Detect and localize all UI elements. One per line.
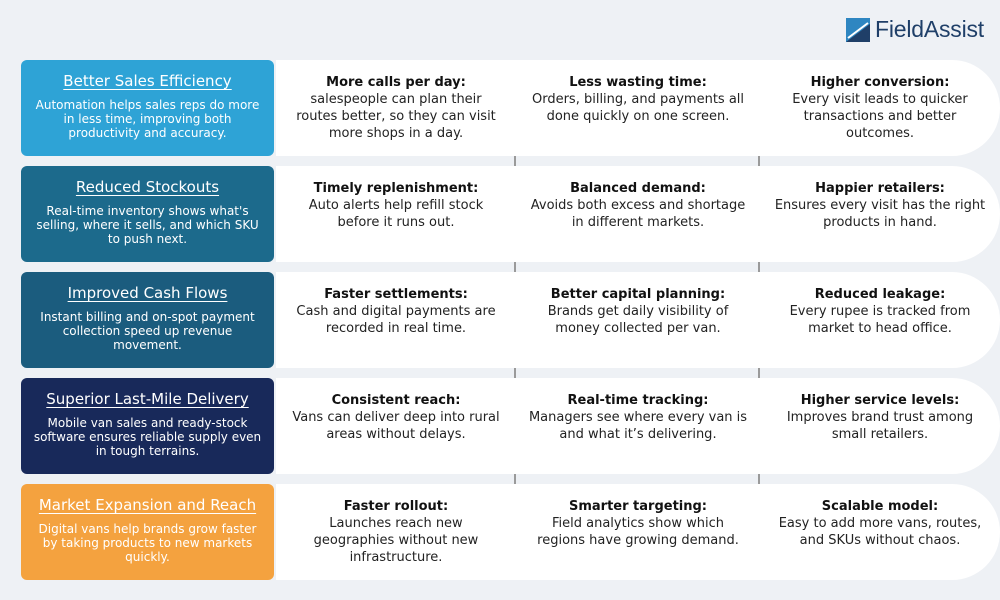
detail-cell: Reduced leakage: Every rupee is tracked … <box>760 272 1000 368</box>
detail-title: Higher conversion: <box>810 75 950 90</box>
detail-cell: Scalable model: Easy to add more vans, r… <box>760 484 1000 580</box>
benefit-details: Consistent reach: Vans can deliver deep … <box>276 378 1000 474</box>
benefit-card: Superior Last-Mile Delivery Mobile van s… <box>21 378 274 474</box>
detail-title: Faster settlements: <box>324 287 468 302</box>
benefit-title[interactable]: Improved Cash Flows <box>67 284 228 302</box>
benefit-title[interactable]: Better Sales Efficiency <box>63 72 232 90</box>
detail-text: Auto alerts help refill stock before it … <box>308 198 484 230</box>
benefit-card: Better Sales Efficiency Automation helps… <box>21 60 274 156</box>
detail-text: salespeople can plan their routes better… <box>296 92 496 141</box>
benefit-description: Mobile van sales and ready-stock softwar… <box>33 416 262 458</box>
benefit-details: Faster rollout: Launches reach new geogr… <box>276 484 1000 580</box>
benefit-card: Improved Cash Flows Instant billing and … <box>21 272 274 368</box>
detail-cell: Better capital planning: Brands get dail… <box>516 272 760 368</box>
brand-name: FieldAssist <box>875 16 984 42</box>
benefit-row: Market Expansion and Reach Digital vans … <box>21 484 1000 580</box>
benefit-description: Real-time inventory shows what's selling… <box>36 204 259 246</box>
benefit-title[interactable]: Reduced Stockouts <box>75 178 220 196</box>
benefit-description: Automation helps sales reps do more in l… <box>35 98 260 140</box>
detail-cell: Higher conversion: Every visit leads to … <box>760 60 1000 156</box>
detail-title: Smarter targeting: <box>568 499 707 514</box>
detail-text: Orders, billing, and payments all done q… <box>531 92 745 124</box>
detail-cell: Timely replenishment: Auto alerts help r… <box>276 166 516 262</box>
benefit-row: Better Sales Efficiency Automation helps… <box>21 60 1000 156</box>
detail-cell: Balanced demand: Avoids both excess and … <box>516 166 760 262</box>
detail-text: Every rupee is tracked from market to he… <box>789 304 971 336</box>
benefit-row: Superior Last-Mile Delivery Mobile van s… <box>21 378 1000 474</box>
detail-title: Balanced demand: <box>570 181 706 196</box>
fieldassist-logo-icon <box>846 17 870 42</box>
detail-title: Higher service levels: <box>800 393 960 408</box>
detail-title: Scalable model: <box>821 499 939 514</box>
detail-text: Easy to add more vans, routes, and SKUs … <box>778 516 982 548</box>
benefits-table: Better Sales Efficiency Automation helps… <box>21 60 1000 590</box>
detail-cell: Less wasting time: Orders, billing, and … <box>516 60 760 156</box>
detail-text: Brands get daily visibility of money col… <box>547 304 729 336</box>
detail-cell: Real-time tracking: Managers see where e… <box>516 378 760 474</box>
detail-title: Timely replenishment: <box>313 181 479 196</box>
benefit-description: Digital vans help brands grow faster by … <box>38 522 257 564</box>
benefit-card: Market Expansion and Reach Digital vans … <box>21 484 274 580</box>
benefit-details: Faster settlements: Cash and digital pay… <box>276 272 1000 368</box>
detail-cell: Faster settlements: Cash and digital pay… <box>276 272 516 368</box>
detail-cell: More calls per day: salespeople can plan… <box>276 60 516 156</box>
detail-title: Consistent reach: <box>331 393 461 408</box>
detail-text: Avoids both excess and shortage in diffe… <box>530 198 746 230</box>
detail-text: Improves brand trust among small retaile… <box>786 410 974 442</box>
detail-cell: Faster rollout: Launches reach new geogr… <box>276 484 516 580</box>
detail-title: More calls per day: <box>326 75 466 90</box>
benefit-row: Reduced Stockouts Real-time inventory sh… <box>21 166 1000 262</box>
detail-text: Cash and digital payments are recorded i… <box>296 304 496 336</box>
benefit-title[interactable]: Market Expansion and Reach <box>38 496 257 514</box>
detail-cell: Happier retailers: Ensures every visit h… <box>760 166 1000 262</box>
detail-cell: Smarter targeting: Field analytics show … <box>516 484 760 580</box>
detail-text: Field analytics show which regions have … <box>537 516 739 548</box>
fieldassist-logo: FieldAssist <box>845 16 984 43</box>
benefit-row: Improved Cash Flows Instant billing and … <box>21 272 1000 368</box>
detail-title: Faster rollout: <box>343 499 449 514</box>
benefit-description: Instant billing and on-spot payment coll… <box>40 310 255 352</box>
detail-cell: Consistent reach: Vans can deliver deep … <box>276 378 516 474</box>
detail-title: Happier retailers: <box>815 181 945 196</box>
benefit-details: More calls per day: salespeople can plan… <box>276 60 1000 156</box>
benefit-card: Reduced Stockouts Real-time inventory sh… <box>21 166 274 262</box>
benefit-title[interactable]: Superior Last-Mile Delivery <box>46 390 249 408</box>
detail-title: Less wasting time: <box>569 75 707 90</box>
detail-text: Every visit leads to quicker transaction… <box>792 92 968 141</box>
detail-title: Real-time tracking: <box>567 393 709 408</box>
detail-title: Reduced leakage: <box>814 287 946 302</box>
detail-title: Better capital planning: <box>550 287 726 302</box>
benefit-details: Timely replenishment: Auto alerts help r… <box>276 166 1000 262</box>
detail-text: Vans can deliver deep into rural areas w… <box>292 410 500 442</box>
detail-text: Launches reach new geographies without n… <box>313 516 479 565</box>
detail-cell: Higher service levels: Improves brand tr… <box>760 378 1000 474</box>
detail-text: Ensures every visit has the right produc… <box>774 198 986 230</box>
detail-text: Managers see where every van is and what… <box>528 410 748 442</box>
